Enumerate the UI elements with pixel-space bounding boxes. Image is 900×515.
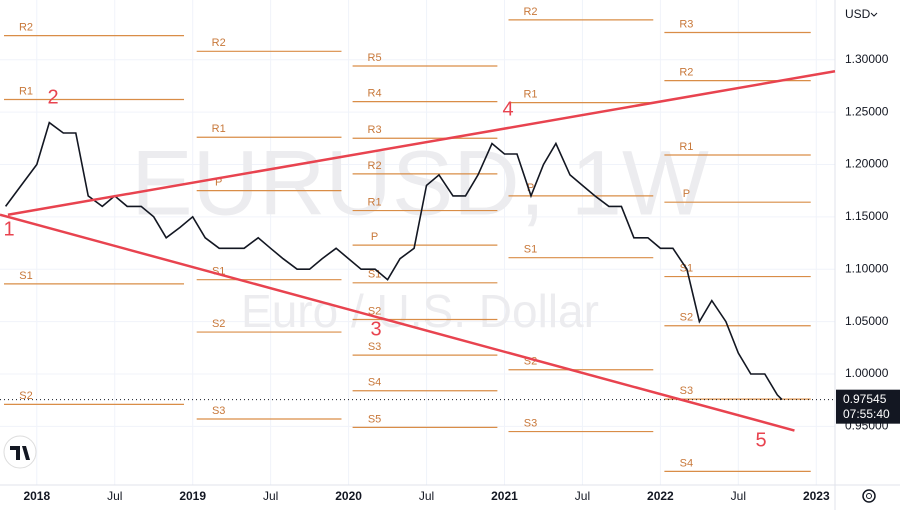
y-tick-label: 1.00000: [845, 366, 889, 380]
pivot-label: R3: [368, 124, 382, 136]
last-price-label: 0.97545: [843, 392, 887, 406]
x-tick-label: 2019: [179, 489, 206, 503]
pivot-label: S4: [368, 377, 381, 389]
pivot-label: R2: [679, 67, 693, 79]
pivot-label: R2: [523, 6, 537, 18]
x-tick-label: 2021: [491, 489, 518, 503]
pivot-label: R3: [679, 18, 693, 30]
y-tick-label: 1.15000: [845, 209, 889, 223]
pivot-label: R1: [523, 89, 537, 101]
settings-icon[interactable]: [862, 489, 876, 503]
logo-mark: [10, 446, 30, 460]
wave-label: 1: [3, 218, 14, 240]
gear[interactable]: [862, 489, 876, 503]
x-tick-label: 2020: [335, 489, 362, 503]
last-price-badge: [836, 389, 900, 424]
pivot-label: P: [683, 188, 690, 200]
pivot-label: P: [371, 231, 378, 243]
pivot-label: S4: [680, 457, 693, 469]
pivot-label: R4: [368, 88, 382, 100]
pivot-label: S3: [680, 385, 693, 397]
pivot-label: S2: [19, 390, 32, 402]
wave-label: 4: [502, 98, 513, 120]
y-tick-label: 1.10000: [845, 261, 889, 275]
x-tick-label: 2018: [23, 489, 50, 503]
tv-logo: [3, 435, 37, 469]
pivot-label: S3: [368, 341, 381, 353]
wave-label: 5: [755, 429, 766, 451]
gear-center[interactable]: [866, 493, 872, 499]
y-tick-label: 1.30000: [845, 52, 889, 66]
currency-selector[interactable]: USD: [845, 7, 871, 21]
bar-countdown: 07:55:40: [843, 407, 890, 421]
x-tick-label: Jul: [263, 489, 278, 503]
y-tick-label: 1.05000: [845, 314, 889, 328]
wave-label: 2: [47, 86, 58, 108]
pivot-label: R1: [19, 85, 33, 97]
pivot-label: R1: [368, 196, 382, 208]
x-tick-label: 2023: [803, 489, 830, 503]
pivot-label: S3: [524, 417, 537, 429]
pivot-label: S1: [19, 270, 32, 282]
trendline: [0, 213, 795, 432]
x-tick-label: 2022: [647, 489, 674, 503]
pivot-label: R2: [212, 37, 226, 49]
wave-label: 3: [370, 318, 381, 340]
trendline: [7, 69, 836, 216]
pivot-label: P: [527, 182, 534, 194]
currency-caret[interactable]: [870, 12, 878, 17]
pivot-label: S2: [212, 318, 225, 330]
pivot-label: P: [215, 177, 222, 189]
pivot-label: S5: [368, 413, 381, 425]
pivot-label: S2: [680, 312, 693, 324]
price-line: [4, 121, 783, 401]
pivot-label: S1: [524, 244, 537, 256]
y-tick-label: 1.20000: [845, 157, 889, 171]
pivot-label: R2: [368, 160, 382, 172]
pivot-label: R5: [368, 52, 382, 64]
pivot-label: R1: [212, 123, 226, 135]
x-tick-label: Jul: [107, 489, 122, 503]
y-tick-label: 1.25000: [845, 104, 889, 118]
x-tick-label: Jul: [575, 489, 590, 503]
x-tick-label: Jul: [419, 489, 434, 503]
x-tick-label: Jul: [731, 489, 746, 503]
pivot-label: R2: [19, 22, 33, 34]
pivot-label: S1: [368, 269, 381, 281]
pivot-label: R1: [679, 141, 693, 153]
pivot-label: S3: [212, 405, 225, 417]
